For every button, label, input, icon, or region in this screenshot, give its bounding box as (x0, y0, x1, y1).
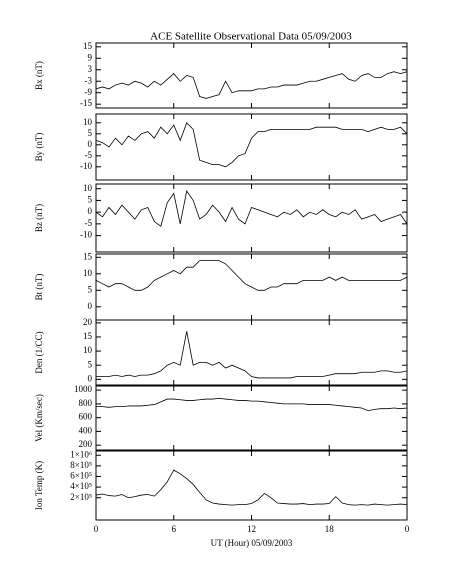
y-tick-label: 6×10⁵ (70, 471, 92, 481)
y-axis-label: Bt (nT) (34, 274, 44, 301)
x-tick-label: 12 (247, 524, 256, 534)
y-tick-label: 5 (88, 128, 93, 138)
y-tick-label: 400 (79, 425, 93, 435)
y-tick-label: 600 (79, 412, 93, 422)
y-tick-label: 200 (79, 439, 93, 449)
y-tick-label: 20 (83, 317, 93, 327)
y-tick-label: -15 (80, 98, 92, 108)
data-line (96, 397, 408, 412)
y-tick-label: -10 (80, 230, 92, 240)
data-line (95, 260, 408, 291)
y-tick-label: -5 (85, 150, 93, 160)
y-tick-label: 0 (88, 301, 93, 311)
y-axis-label: Vel (Km/sec) (34, 394, 44, 442)
y-axis-label: By (nT) (34, 133, 44, 162)
x-tick-label: 0 (94, 524, 99, 534)
plot-frame (95, 183, 408, 253)
y-tick-label: 5 (88, 194, 93, 204)
x-tick-label: 0 (405, 524, 410, 534)
y-tick-label: 9 (88, 52, 93, 62)
y-tick-label: 10 (83, 117, 93, 127)
chart-title: ACE Satellite Observational Data 05/09/2… (150, 31, 352, 43)
data-line (95, 71, 408, 99)
y-tick-label: -5 (85, 218, 93, 228)
y-axis-label: Den (1/CC) (34, 331, 44, 373)
y-tick-label: 10 (83, 183, 93, 193)
y-tick-label: 0 (88, 139, 93, 149)
y-tick-label: 3 (88, 64, 93, 74)
y-tick-label: 0 (88, 373, 93, 383)
data-line (95, 190, 408, 227)
y-tick-label: 15 (83, 41, 93, 51)
y-tick-label: 15 (83, 331, 93, 341)
y-tick-label: 15 (83, 251, 93, 261)
x-tick-label: 6 (172, 524, 177, 534)
data-line (95, 469, 408, 506)
plot-frame (95, 385, 408, 451)
y-tick-label: 10 (83, 268, 93, 278)
x-axis-label: UT (Hour) 05/09/2003 (211, 538, 293, 548)
plot-frame (95, 42, 408, 109)
y-tick-label: 10 (83, 345, 93, 355)
y-tick-label: 1×10⁶ (70, 449, 92, 459)
plot-frame (95, 113, 408, 181)
data-line (95, 122, 408, 168)
y-tick-label: -10 (80, 161, 92, 171)
y-axis-label: Bz (nT) (34, 204, 44, 232)
x-tick-label: 18 (325, 524, 335, 534)
y-tick-label: 800 (79, 398, 93, 408)
y-tick-label: 2×10⁵ (70, 492, 92, 502)
y-axis-label: Bx (nT) (34, 61, 44, 90)
y-tick-label: -9 (85, 87, 93, 97)
y-tick-label: 8×10⁵ (70, 460, 92, 470)
y-tick-label: -3 (85, 75, 93, 85)
y-axis-label: Ion Temp (K) (34, 461, 44, 510)
y-tick-label: 1000 (74, 384, 93, 394)
data-line (96, 331, 408, 379)
y-tick-label: 4×10⁵ (70, 481, 92, 491)
plot-frame (95, 450, 408, 521)
y-tick-label: 5 (88, 284, 93, 294)
y-tick-label: 5 (88, 359, 93, 369)
y-tick-label: 0 (88, 206, 93, 216)
